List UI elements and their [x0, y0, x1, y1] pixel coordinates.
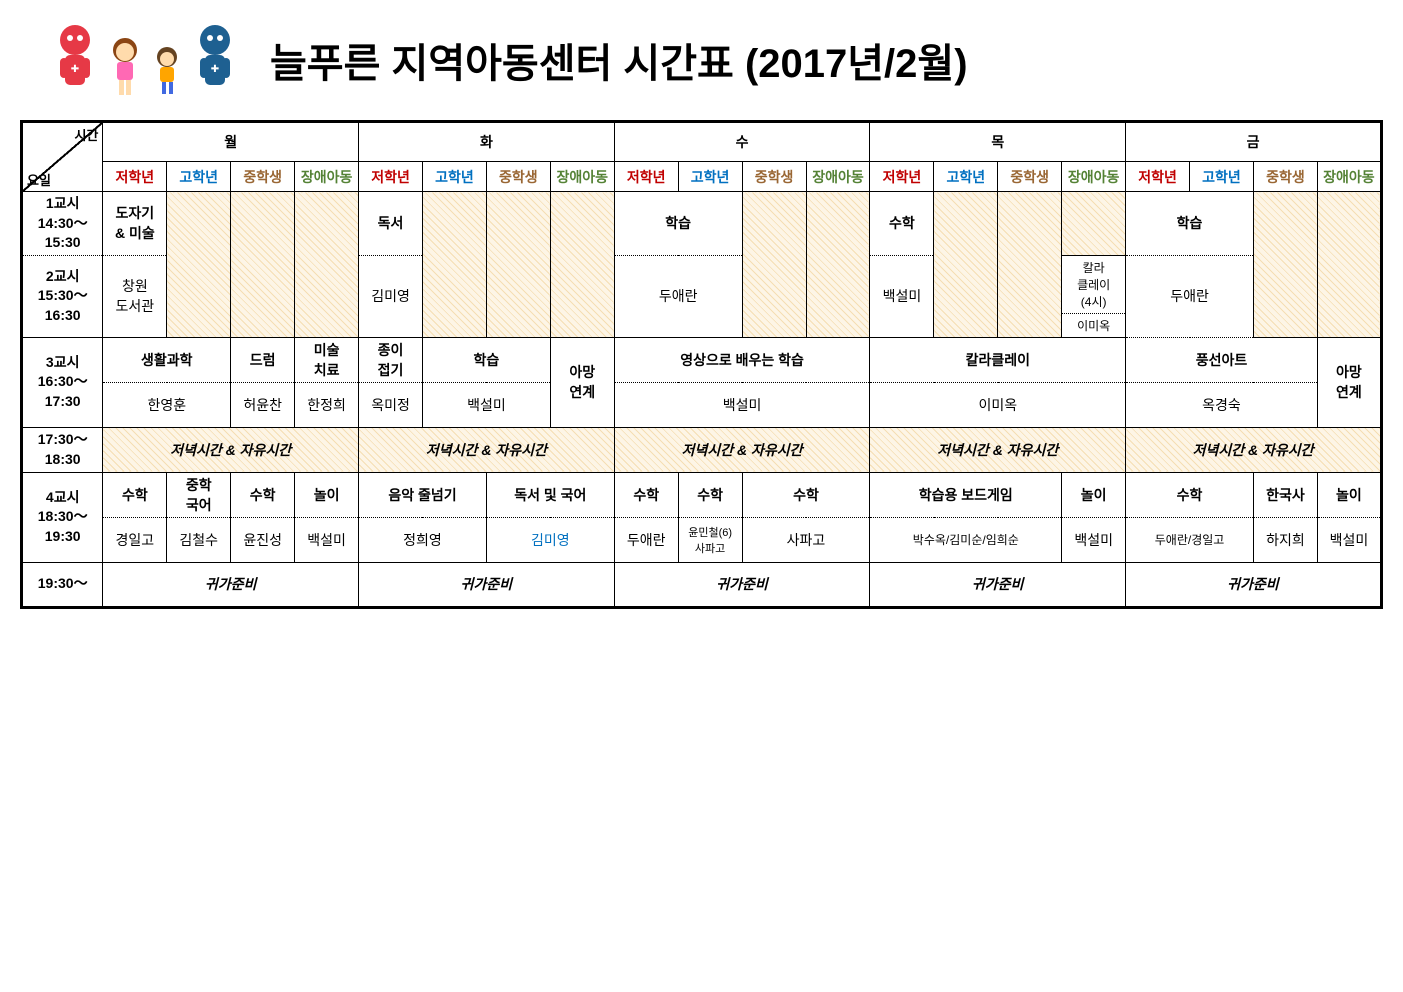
day-mon: 월 [103, 122, 359, 162]
thu-p4b-c4: 백설미 [1062, 517, 1126, 562]
fri-p1b: 두애란 [1126, 255, 1254, 337]
svg-text:✚: ✚ [71, 64, 79, 75]
day-fri: 금 [1126, 122, 1382, 162]
day-thu: 목 [870, 122, 1126, 162]
tue-p4-c34: 독서 및 국어 [486, 472, 614, 517]
mon-p2-c1: 창원 도서관 [103, 255, 167, 337]
mon-p3b-c4: 한정희 [295, 382, 359, 427]
row-p1: 1교시 14:30～ 15:30 도자기 & 미술 독서 학습 수학 학습 [22, 192, 1382, 256]
mon-p3-c4: 미술 치료 [295, 337, 359, 382]
header-row-days: 시간 요일 월 화 수 목 금 [22, 122, 1382, 162]
mon-p4-c3: 수학 [231, 472, 295, 517]
page-header: ✚ ✚ 늘푸른 지역아동센터 시간표 (2017년/2월) [20, 20, 1383, 100]
thu-p2-c4b: 이미옥 [1062, 314, 1125, 337]
wed-final: 귀가준비 [614, 562, 870, 607]
wed-p3: 영상으로 배우는 학습 [614, 337, 870, 382]
fri-break: 저녁시간 & 자유시간 [1126, 427, 1382, 472]
mon-p4b-c2: 김철수 [167, 517, 231, 562]
time-p4: 4교시 18:30～ 19:30 [22, 472, 103, 562]
page-title: 늘푸른 지역아동센터 시간표 (2017년/2월) [270, 31, 968, 89]
mon-break: 저녁시간 & 자유시간 [103, 427, 359, 472]
tue-p1-c1: 독서 [359, 192, 423, 256]
row-final: 19:30～ 귀가준비 귀가준비 귀가준비 귀가준비 귀가준비 [22, 562, 1382, 607]
mon-p3-c12: 생활과학 [103, 337, 231, 382]
wed-p4b-c34: 사파고 [742, 517, 870, 562]
mon-p4-c4: 놀이 [295, 472, 359, 517]
tue-p4-c12: 음악 줄넘기 [359, 472, 487, 517]
thu-p2-c4a: 칼라 클레이 (4시) [1062, 256, 1125, 314]
fri-p2: 풍선아트 [1126, 337, 1318, 382]
fri-p4-c12: 수학 [1126, 472, 1254, 517]
wed-p4-c1: 수학 [614, 472, 678, 517]
thu-break: 저녁시간 & 자유시간 [870, 427, 1126, 472]
mon-p4-c1: 수학 [103, 472, 167, 517]
fri-p4b-c12: 두애란/경일고 [1126, 517, 1254, 562]
fri-p4b-c3: 하지희 [1253, 517, 1317, 562]
header-row-groups: 저학년 고학년 중학생 장애아동 저학년 고학년 중학생 장애아동 저학년 고학… [22, 162, 1382, 192]
wed-p4-c2: 수학 [678, 472, 742, 517]
tue-p4b-c34: 김미영 [486, 517, 614, 562]
wed-p2: 두애란 [614, 255, 742, 337]
row-p3a: 3교시 16:30～ 17:30 생활과학 드럼 미술 치료 종이 접기 학습 … [22, 337, 1382, 382]
thu-final: 귀가준비 [870, 562, 1126, 607]
tue-p3b-c1: 옥미정 [359, 382, 423, 427]
fri-p4-c4: 놀이 [1317, 472, 1381, 517]
tue-p4b-c12: 정희영 [359, 517, 487, 562]
wed-p1: 학습 [614, 192, 742, 256]
day-tue: 화 [359, 122, 615, 162]
wed-p3b: 백설미 [614, 382, 870, 427]
mon-p3b-c12: 한영훈 [103, 382, 231, 427]
sub-special: 장애아동 [295, 162, 359, 192]
thu-p3: 칼라클레이 [870, 337, 1126, 382]
mon-p4-c2: 중학 국어 [167, 472, 231, 517]
timetable: 시간 요일 월 화 수 목 금 저학년 고학년 중학생 장애아동 저학년 고학년… [20, 120, 1383, 609]
tue-p3-c23: 학습 [422, 337, 550, 382]
time-p3: 3교시 16:30～ 17:30 [22, 337, 103, 427]
row-p4b: 경일고 김철수 윤진성 백설미 정희영 김미영 두애란 윤민철(6) 사파고 사… [22, 517, 1382, 562]
tue-p3-c1: 종이 접기 [359, 337, 423, 382]
fri-final: 귀가준비 [1126, 562, 1382, 607]
fri-p1: 학습 [1126, 192, 1254, 256]
sub-mid: 중학생 [231, 162, 295, 192]
tue-p2-c1: 김미영 [359, 255, 423, 337]
thu-p1-c1: 수학 [870, 192, 934, 256]
wed-break: 저녁시간 & 자유시간 [614, 427, 870, 472]
tue-final: 귀가준비 [359, 562, 615, 607]
thu-p3b: 이미옥 [870, 382, 1126, 427]
wed-p4b-c1: 두애란 [614, 517, 678, 562]
mon-p4b-c1: 경일고 [103, 517, 167, 562]
tue-p3-c4: 아망 연계 [550, 337, 614, 427]
tue-p3b-c23: 백설미 [422, 382, 550, 427]
day-wed: 수 [614, 122, 870, 162]
row-p4a: 4교시 18:30～ 19:30 수학 중학 국어 수학 놀이 음악 줄넘기 독… [22, 472, 1382, 517]
fri-p3-c4: 아망 연계 [1317, 337, 1381, 427]
thu-p4b-c123: 박수옥/김미순/임희순 [870, 517, 1062, 562]
row-break: 17:30～ 18:30 저녁시간 & 자유시간 저녁시간 & 자유시간 저녁시… [22, 427, 1382, 472]
mon-p3-c3: 드럼 [231, 337, 295, 382]
thu-p4-c123: 학습용 보드게임 [870, 472, 1062, 517]
svg-text:✚: ✚ [211, 64, 219, 75]
mon-p4b-c4: 백설미 [295, 517, 359, 562]
thu-p2-c1: 백설미 [870, 255, 934, 337]
sub-upper: 고학년 [167, 162, 231, 192]
mon-p1-c1: 도자기 & 미술 [103, 192, 167, 256]
wed-p4-c34: 수학 [742, 472, 870, 517]
time-p1: 1교시 14:30～ 15:30 [22, 192, 103, 256]
logo-characters: ✚ ✚ [50, 20, 240, 100]
mon-p4b-c3: 윤진성 [231, 517, 295, 562]
corner-cell: 시간 요일 [22, 122, 103, 192]
fri-p4-c3: 한국사 [1253, 472, 1317, 517]
thu-p4-c4: 놀이 [1062, 472, 1126, 517]
time-break: 17:30～ 18:30 [22, 427, 103, 472]
tue-break: 저녁시간 & 자유시간 [359, 427, 615, 472]
time-final: 19:30～ [22, 562, 103, 607]
fri-p4b-c4: 백설미 [1317, 517, 1381, 562]
mon-p3b-c3: 허윤찬 [231, 382, 295, 427]
mon-final: 귀가준비 [103, 562, 359, 607]
wed-p4b-c2: 윤민철(6) 사파고 [678, 517, 742, 562]
row-p3b: 한영훈 허윤찬 한정희 옥미정 백설미 백설미 이미옥 옥경숙 [22, 382, 1382, 427]
time-p2: 2교시 15:30～ 16:30 [22, 255, 103, 337]
fri-p3b: 옥경숙 [1126, 382, 1318, 427]
sub-lower: 저학년 [103, 162, 167, 192]
